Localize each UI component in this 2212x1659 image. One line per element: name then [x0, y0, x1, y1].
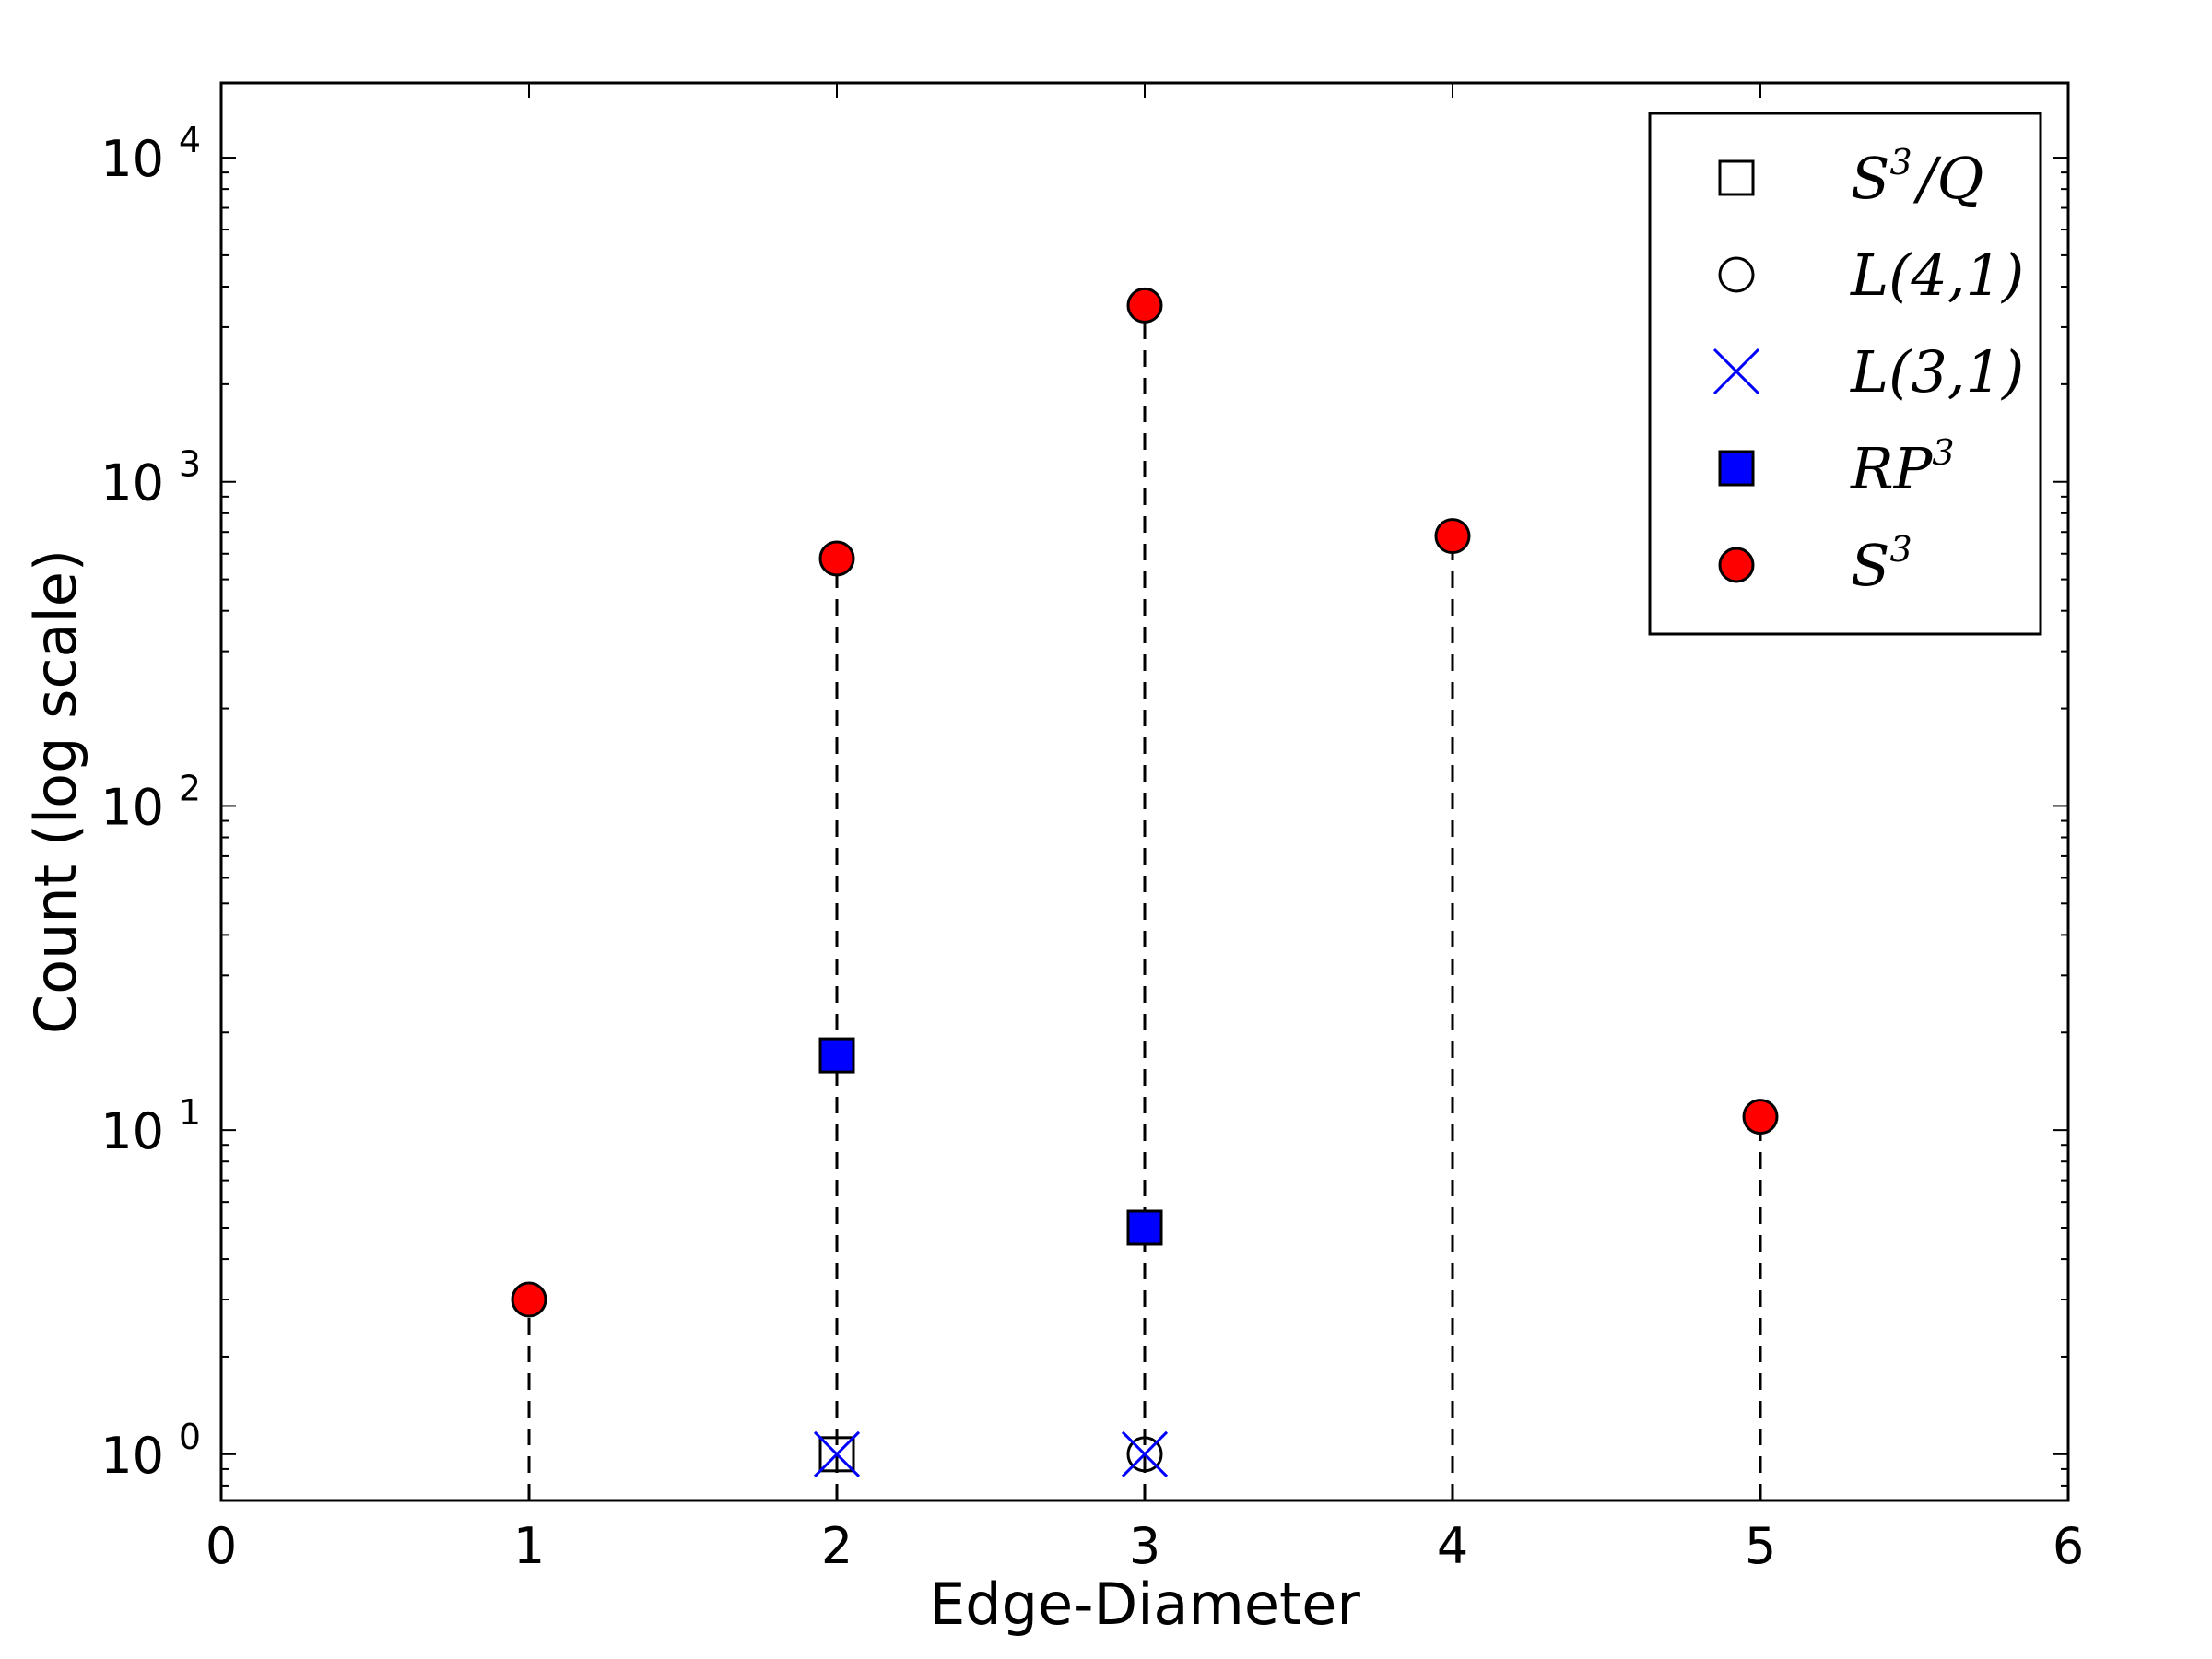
legend-marker [1718, 547, 1755, 583]
data-point [1126, 287, 1163, 324]
y-tick-label: 10 [100, 130, 164, 188]
data-point [1121, 1430, 1169, 1477]
legend-label: L(4,1) [1850, 241, 2024, 309]
legend-label: S3/Q [1851, 142, 1983, 212]
data-point [818, 540, 855, 577]
y-tick-exponent: 1 [179, 1092, 201, 1133]
data-point [1742, 1099, 1779, 1135]
data-point [1434, 518, 1471, 555]
data-point [511, 1281, 547, 1318]
y-tick-base: 10 [100, 454, 164, 512]
data-point [818, 1436, 855, 1473]
y-tick-base: 10 [100, 778, 164, 836]
y-tick-base: 10 [100, 1102, 164, 1160]
legend-label-main: RP [1850, 435, 1934, 502]
legend-label: L(3,1) [1850, 338, 2024, 406]
legend-label-main: L(4,1) [1850, 241, 2024, 309]
legend-marker [1712, 347, 1760, 395]
stems-layer [527, 305, 1762, 1500]
legend-label-sup: 3 [1889, 529, 1912, 570]
x-axis-title: Edge-Diameter [929, 1571, 1360, 1638]
y-tick-exponent: 4 [179, 120, 201, 160]
tick-labels-layer: 0 1 2 3 4 5 6 10 0 10 1 10 2 10 3 10 4 [100, 120, 2084, 1575]
x-tick-label: 6 [2053, 1517, 2084, 1575]
data-point [813, 1430, 861, 1477]
legend-label: RP3 [1850, 432, 1955, 502]
y-tick-base: 10 [100, 1427, 164, 1485]
y-tick-exponent: 2 [179, 768, 201, 808]
legend-marker [1718, 159, 1755, 196]
y-axis-title: Count (log scale) [22, 549, 89, 1034]
legend-label-main: S [1851, 532, 1889, 599]
legend-label-tail: /Q [1913, 145, 1984, 212]
y-tick-exponent: 0 [179, 1417, 201, 1457]
legend-label-main: S [1851, 145, 1889, 212]
x-tick-label: 0 [206, 1517, 237, 1575]
plot-frame [219, 81, 2070, 1502]
legend-marker [1718, 450, 1755, 487]
legend-label-main: L(3,1) [1850, 338, 2024, 406]
markers-layer [511, 287, 1779, 1477]
legend-frame [1648, 112, 2042, 636]
legend-label-sup: 3 [1932, 432, 1954, 473]
x-tick-label: 5 [1745, 1517, 1776, 1575]
y-tick-label: 10 [100, 1427, 164, 1485]
legend-label: S3 [1851, 529, 1912, 599]
y-tick-label: 10 [100, 454, 164, 512]
x-tick-label: 4 [1437, 1517, 1468, 1575]
y-tick-base: 10 [100, 130, 164, 188]
legend-label-sup: 3 [1889, 142, 1912, 182]
data-point [818, 1037, 855, 1074]
x-tick-label: 3 [1129, 1517, 1160, 1575]
x-tick-label: 1 [513, 1517, 545, 1575]
data-point [1126, 1436, 1163, 1473]
y-tick-exponent: 3 [179, 444, 201, 485]
y-tick-label: 10 [100, 778, 164, 836]
y-tick-label: 10 [100, 1102, 164, 1160]
data-point [1126, 1209, 1163, 1246]
x-tick-label: 2 [821, 1517, 853, 1575]
legend-marker [1718, 256, 1755, 293]
